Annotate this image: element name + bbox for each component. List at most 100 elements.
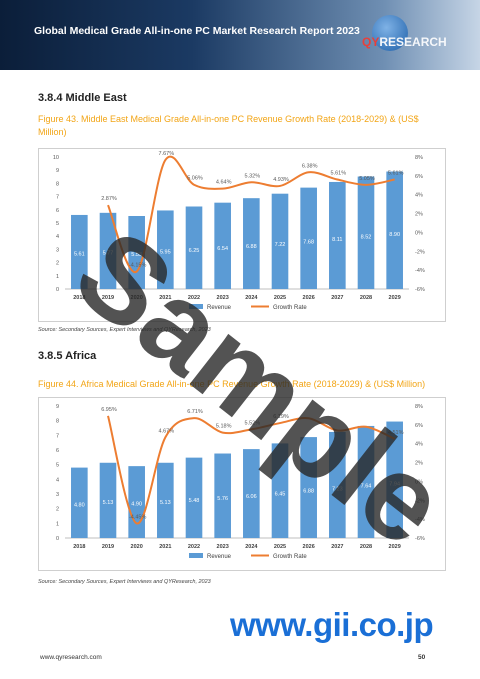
x-tick-label: 2025 xyxy=(274,544,286,550)
page-number: 50 xyxy=(418,654,426,661)
y-right-tick-label: -2% xyxy=(415,249,425,255)
footer-url: www.qyresearch.com xyxy=(40,654,102,661)
page-header: Global Medical Grade All-in-one PC Marke… xyxy=(0,0,480,70)
revenue-bar xyxy=(329,181,346,289)
x-tick-label: 2019 xyxy=(102,295,114,301)
legend-revenue-label: Revenue xyxy=(207,554,232,560)
bar-value-label: 5.13 xyxy=(103,500,114,506)
legend-growth-label: Growth Rate xyxy=(273,554,307,560)
globe-icon xyxy=(372,15,408,51)
y-right-tick-label: -2% xyxy=(415,498,425,504)
y-left-tick-label: 9 xyxy=(56,168,59,174)
bar-value-label: 5.77 xyxy=(103,251,114,257)
revenue-bar xyxy=(386,171,403,289)
bar-value-label: 6.45 xyxy=(275,491,286,497)
y-left-tick-label: 3 xyxy=(56,492,59,498)
y-right-tick-label: 6% xyxy=(415,174,423,180)
bar-value-label: 4.80 xyxy=(74,502,85,508)
legend-growth-label: Growth Rate xyxy=(273,305,307,311)
y-right-tick-label: 2% xyxy=(415,461,423,467)
revenue-bar xyxy=(214,202,231,289)
x-tick-label: 2024 xyxy=(245,544,258,550)
y-left-tick-label: 8 xyxy=(56,181,59,187)
bar-value-label: 5.61 xyxy=(74,252,85,258)
chart-middle-east: 0 1 2 3 4 5 6 7 8 9 10 -6% -4% -2% 0% 2% 4% 6% 8% 5.61 2018 5… xyxy=(38,148,446,322)
x-tick-label: 2019 xyxy=(102,544,114,550)
growth-rate-line xyxy=(107,155,395,273)
revenue-bar xyxy=(214,453,231,538)
x-tick-label: 2021 xyxy=(159,295,171,301)
revenue-bar xyxy=(99,462,117,538)
y-left-tick-label: 2 xyxy=(56,261,59,267)
growth-rate-label: 6.38% xyxy=(302,163,318,169)
x-tick-label: 2021 xyxy=(159,544,171,550)
y-left-tick-label: 6 xyxy=(56,208,59,214)
x-tick-label: 2022 xyxy=(188,295,200,301)
bar-value-label: 6.88 xyxy=(303,489,314,495)
y-left-tick-label: 4 xyxy=(56,477,59,483)
growth-rate-label: -4.45% xyxy=(129,514,147,520)
growth-rate-label: 2.87% xyxy=(101,196,117,202)
revenue-bar xyxy=(99,212,117,289)
x-tick-label: 2018 xyxy=(73,295,85,301)
section-heading-africa: 3.8.5 Africa xyxy=(38,350,97,362)
bar-value-label: 6.25 xyxy=(189,248,200,254)
bar-value-label: 7.22 xyxy=(275,242,286,248)
growth-rate-label: 6.71% xyxy=(187,409,203,415)
y-right-tick-label: 8% xyxy=(415,404,423,410)
y-right-tick-label: 0% xyxy=(415,479,423,485)
growth-rate-label: 6.19% xyxy=(273,414,289,420)
bar-value-label: 5.76 xyxy=(217,496,228,502)
y-left-tick-label: 3 xyxy=(56,247,59,253)
figure-caption-44: Figure 44. Africa Medical Grade All-in-o… xyxy=(38,379,426,389)
x-tick-label: 2024 xyxy=(245,295,258,301)
x-tick-label: 2026 xyxy=(303,295,315,301)
x-tick-label: 2027 xyxy=(331,544,343,550)
bar-value-label: 5.53 xyxy=(131,252,142,258)
revenue-bar xyxy=(243,449,260,538)
bar-value-label: 8.90 xyxy=(389,232,400,238)
figure-caption-43: Figure 43. Middle East Medical Grade All… xyxy=(38,114,419,137)
revenue-bar xyxy=(185,457,203,538)
y-left-tick-label: 1 xyxy=(56,274,59,280)
revenue-bar xyxy=(300,187,317,289)
x-tick-label: 2027 xyxy=(331,295,343,301)
growth-rate-line xyxy=(107,415,396,525)
revenue-bar xyxy=(386,421,403,538)
growth-rate-label: 5.06% xyxy=(187,176,203,182)
revenue-bar xyxy=(185,206,203,289)
growth-rate-label: 4.51% xyxy=(388,430,404,436)
growth-rate-label: 4.93% xyxy=(273,177,289,183)
bar-value-label: 6.88 xyxy=(246,244,257,250)
y-left-tick-label: 8 xyxy=(56,419,59,425)
x-tick-label: 2020 xyxy=(131,295,143,301)
report-title: Global Medical Grade All-in-one PC Marke… xyxy=(34,25,360,37)
y-right-tick-label: -4% xyxy=(415,517,425,523)
x-tick-label: 2023 xyxy=(217,295,229,301)
bar-value-label: 6.54 xyxy=(217,246,228,252)
growth-rate-label: 5.61% xyxy=(388,171,404,177)
y-left-tick-label: 7 xyxy=(56,433,59,439)
legend-revenue-swatch xyxy=(189,553,203,558)
revenue-bar xyxy=(271,443,289,538)
y-left-tick-label: 5 xyxy=(56,463,59,469)
bar-value-label: 7.23 xyxy=(332,486,343,492)
y-right-tick-label: 6% xyxy=(415,423,423,429)
revenue-bar xyxy=(71,214,88,289)
y-right-tick-label: 4% xyxy=(415,193,423,199)
y-right-tick-label: -6% xyxy=(415,287,425,293)
revenue-bar xyxy=(357,176,375,289)
logo-text: QYRESEARCH xyxy=(362,35,447,49)
x-tick-label: 2022 xyxy=(188,544,200,550)
growth-rate-label: 5.61% xyxy=(331,171,347,177)
growth-rate-label: 6.95% xyxy=(101,407,117,413)
source-note-44: Source: Secondary Sources, Expert Interv… xyxy=(38,579,211,585)
growth-rate-label: 5.32% xyxy=(245,173,261,179)
x-tick-label: 2029 xyxy=(389,544,401,550)
y-left-tick-label: 4 xyxy=(56,234,59,240)
growth-rate-label: 5.05% xyxy=(359,176,375,182)
growth-rate-label: -4.15% xyxy=(129,263,147,269)
bar-value-label: 8.11 xyxy=(332,237,342,243)
bar-value-label: 7.68 xyxy=(303,239,314,245)
x-tick-label: 2028 xyxy=(360,544,372,550)
